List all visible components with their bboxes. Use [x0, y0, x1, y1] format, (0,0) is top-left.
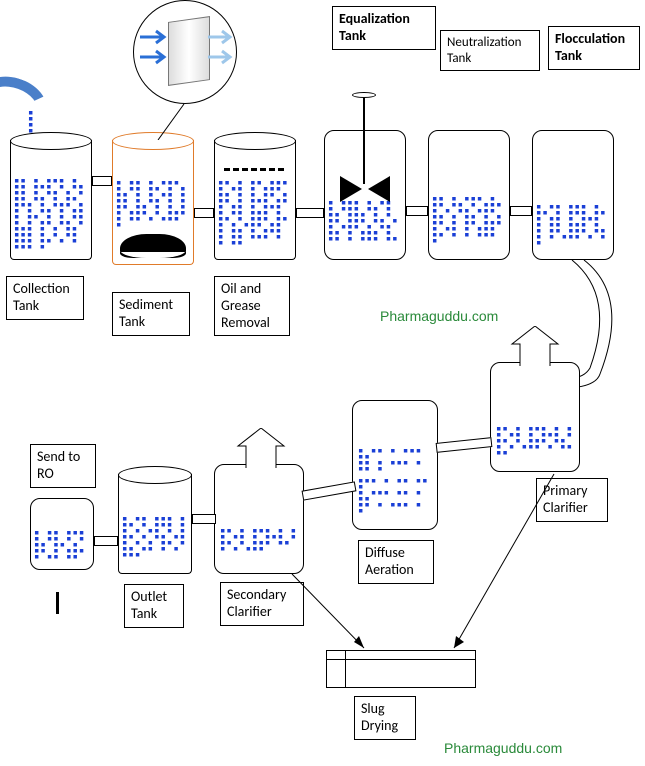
- dots-equalization: ▪ ▪▪▪ ▪ ▪▪ ▪ ▪▪▪ ▪▪ ▪ ▪▪ ▪▪▪ ▪ ▪ ▪▪ ▪▪▪ …: [328, 200, 402, 256]
- pipe-5: [510, 206, 532, 216]
- filter-detail-circle: [133, 0, 237, 104]
- label-collection: Collection Tank: [6, 276, 84, 320]
- pipe-2: [194, 208, 214, 218]
- label-send-ro: Send to RO: [30, 444, 96, 488]
- stray-mark: [56, 592, 59, 614]
- arrow-secondary-to-slug: [286, 570, 376, 656]
- label-flocculation: Flocculation Tank: [548, 26, 640, 70]
- watermark-2: Pharmaguddu.com: [444, 740, 562, 756]
- arrow-primary-to-slug: [446, 470, 566, 656]
- mixer-bowtie-icon: [340, 176, 390, 202]
- label-oilgrease: Oil and Grease Removal: [214, 276, 290, 336]
- label-sediment: Sediment Tank: [112, 292, 190, 336]
- pipe-outlet-ro: [94, 536, 118, 546]
- pipe-secondary-outlet: [192, 514, 216, 524]
- pipe-aeration-secondary: [302, 481, 357, 500]
- filter-connector: [150, 100, 200, 140]
- label-equalization: Equalization Tank: [332, 6, 436, 50]
- dots-outlet: ▪ ▪▪ ▪▪▪ ▪ ▪▪ ▪ ▪▪▪ ▪▪ ▪ ▪▪ ▪ ▪▪▪ ▪ ▪▪ ▪…: [122, 516, 188, 570]
- dots-flocculation: ▪ ▪▪ ▪▪▪ ▪ ▪▪ ▪ ▪▪▪ ▪▪ ▪ ▪▪ ▪ ▪▪▪ ▪ ▪▪ ▪…: [536, 204, 610, 256]
- dots-neutralization: ▪▪ ▪ ▪▪▪ ▪ ▪▪ ▪▪ ▪ ▪▪▪ ▪ ▪ ▪▪ ▪▪▪ ▪▪ ▪ ▪…: [432, 196, 506, 256]
- label-outlet: Outlet Tank: [124, 584, 184, 628]
- dots-oilgrease: ▪▪ ▪ ▪▪ ▪▪▪ ▪ ▪▪ ▪ ▪▪▪ ▪▪ ▪ ▪ ▪▪ ▪▪▪ ▪ ▪…: [218, 180, 292, 256]
- dots-ro: ▪ ▪▪ ▪▪▪ ▪ ▪▪ ▪ ▪▪▪ ▪▪ ▪ ▪▪ ▪ ▪▪▪ ▪ ▪▪ ▪…: [34, 530, 90, 566]
- dots-primary: ▪▪ ▪ ▪▪▪ ▪ ▪▪ ▪▪ ▪ ▪▪▪ ▪ ▪▪ ▪ ▪▪▪ ▪▪ ▪ ▪…: [496, 426, 574, 466]
- oil-layer: [224, 168, 284, 171]
- watermark-1: Pharmaguddu.com: [380, 308, 498, 324]
- secondary-vent-icon: [236, 428, 286, 468]
- dots-secondary: ▪▪ ▪ ▪▪▪ ▪ ▪▪ ▪▪ ▪ ▪▪▪ ▪ ▪▪ ▪ ▪▪▪ ▪▪ ▪ ▪…: [220, 528, 298, 568]
- pipe-4: [406, 206, 428, 216]
- dots-collection: ▪▪ ▪ ▪▪▪ ▪ ▪▪ ▪▪▪ ▪ ▪▪▪▪ ▪ ▪▪ ▪ ▪▪▪ ▪▪ ▪…: [14, 178, 88, 256]
- dots-sediment: ▪ ▪▪ ▪ ▪▪▪ ▪ ▪▪ ▪▪ ▪ ▪▪▪ ▪ ▪ ▪▪ ▪▪▪ ▪ ▪▪…: [116, 180, 190, 230]
- pipe-3: [296, 208, 324, 218]
- label-slug-drying: Slug Drying: [354, 696, 416, 740]
- dots-aeration: ▪ ▪▪ ▪ ▪▪▪ ▪▪▪▪ ▪ ▪▪▪ ▪ ▪▪ ▪▪▪▪ ▪ ▪▪ ▪▪ …: [358, 448, 432, 524]
- pipe-1: [92, 176, 112, 186]
- label-neutralization: Neutralization Tank: [440, 30, 540, 71]
- primary-vent-icon: [510, 326, 560, 366]
- pipe-primary-aeration: [436, 437, 493, 453]
- mixer-shaft: [363, 98, 365, 184]
